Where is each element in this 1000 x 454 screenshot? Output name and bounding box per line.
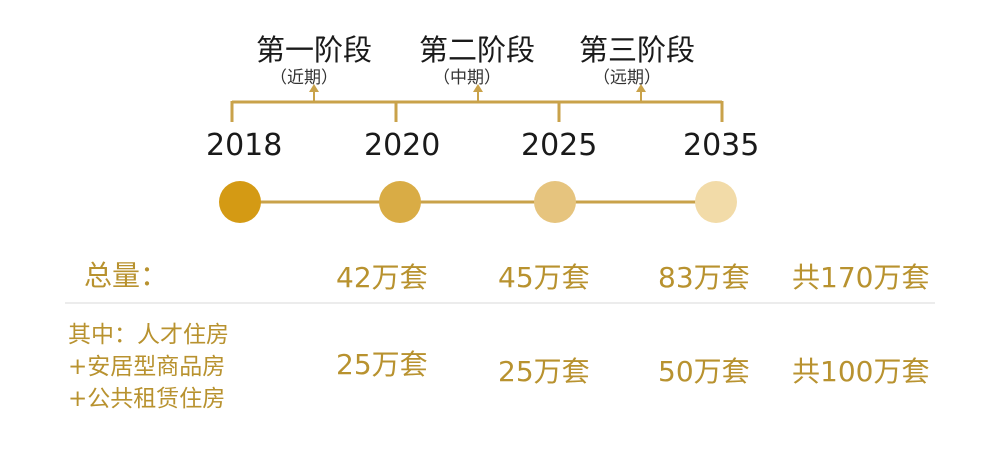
total-label: 总量： xyxy=(84,259,169,292)
detail-sum: 共100万套 xyxy=(792,355,930,388)
year-2025: 2025 xyxy=(521,128,598,163)
year-2018: 2018 xyxy=(206,128,283,163)
detail-value-2035: 50万套 xyxy=(658,355,750,388)
year-2020: 2020 xyxy=(364,128,441,163)
phase-3-subtitle: （远期） xyxy=(593,68,661,88)
phase-arrow-2 xyxy=(473,84,483,102)
phase-3-title: 第三阶段 xyxy=(579,33,696,67)
phase-1-title: 第一阶段 xyxy=(256,33,373,67)
detail-value-2025: 25万套 xyxy=(498,355,590,388)
detail-label-line-3: +公共租赁住房 xyxy=(68,386,226,412)
total-value-2020: 42万套 xyxy=(336,261,428,294)
detail-value-2020: 25万套 xyxy=(336,348,428,381)
phase-arrow-3 xyxy=(636,84,646,102)
timeline-node-2018 xyxy=(219,181,261,223)
timeline-node-2035 xyxy=(695,181,737,223)
total-sum: 共170万套 xyxy=(792,261,930,294)
total-value-2025: 45万套 xyxy=(498,261,590,294)
detail-label-line-1: 其中：人才住房 xyxy=(68,322,229,348)
total-value-2035: 83万套 xyxy=(658,261,750,294)
phase-1-subtitle: （近期） xyxy=(270,68,338,88)
phase-2-title: 第二阶段 xyxy=(419,33,536,67)
detail-label-line-2: +安居型商品房 xyxy=(68,354,226,380)
phase-arrow-1 xyxy=(309,84,319,102)
year-2035: 2035 xyxy=(683,128,760,163)
phase-2-subtitle: （中期） xyxy=(433,68,501,88)
timeline-node-2020 xyxy=(379,181,421,223)
timeline-node-2025 xyxy=(534,181,576,223)
